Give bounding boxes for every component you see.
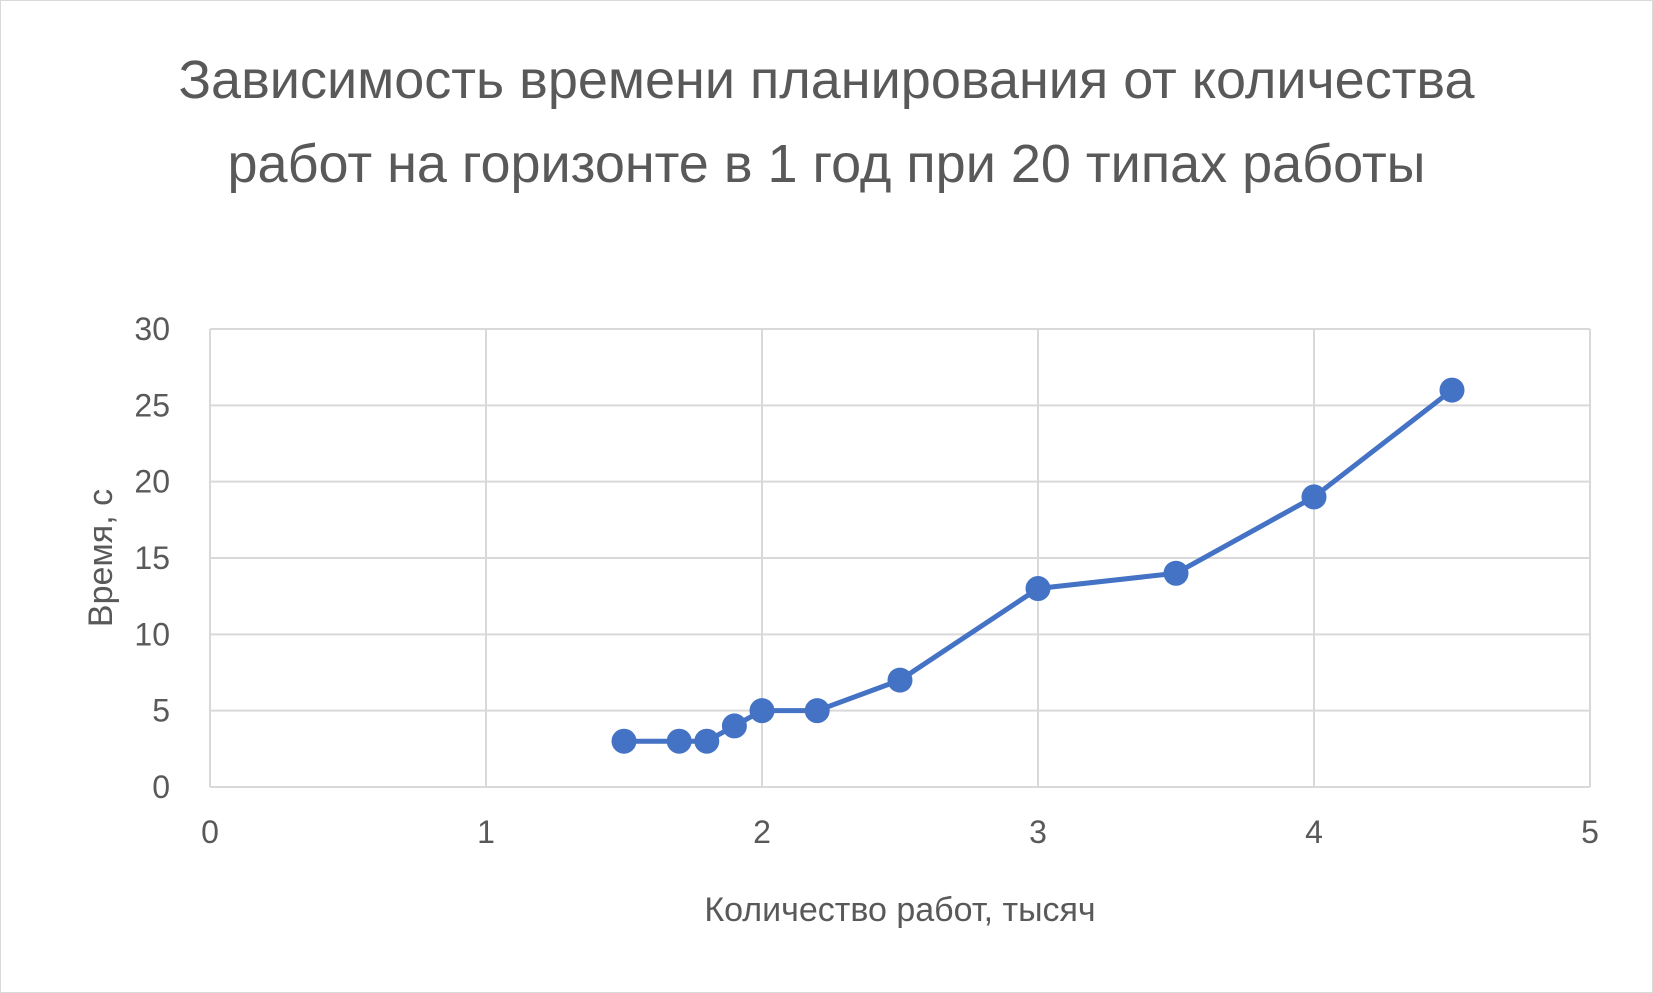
data-point: [611, 728, 637, 754]
x-tick-label: 5: [1581, 814, 1599, 850]
data-point: [1163, 560, 1189, 586]
y-tick-label: 5: [152, 693, 170, 729]
y-tick-label: 30: [134, 311, 170, 347]
y-axis-title: Время, с: [82, 489, 120, 627]
data-point: [804, 698, 830, 724]
y-tick-label: 20: [134, 464, 170, 500]
x-tick-label: 0: [201, 814, 219, 850]
chart-title: Зависимость времени планирования от коли…: [178, 50, 1475, 194]
data-point: [721, 713, 747, 739]
series-group: [611, 377, 1465, 754]
x-tick-label: 3: [1029, 814, 1047, 850]
y-tick-label: 25: [134, 387, 170, 423]
data-point: [694, 728, 720, 754]
gridlines: [209, 328, 1591, 788]
data-point: [1301, 484, 1327, 510]
tick-labels: 0 5 10 15 20 25 30 0 1 2 3 4 5: [134, 311, 1598, 850]
data-point: [1439, 377, 1465, 403]
data-point: [666, 728, 692, 754]
y-tick-label: 0: [152, 769, 170, 805]
data-point: [887, 667, 913, 693]
x-tick-label: 4: [1305, 814, 1323, 850]
y-tick-label: 15: [134, 540, 170, 576]
x-tick-label: 1: [477, 814, 495, 850]
data-point: [749, 698, 775, 724]
data-point: [1025, 576, 1051, 602]
x-tick-label: 2: [753, 814, 771, 850]
x-axis-title: Количество работ, тысяч: [704, 891, 1095, 929]
y-tick-label: 10: [134, 616, 170, 652]
